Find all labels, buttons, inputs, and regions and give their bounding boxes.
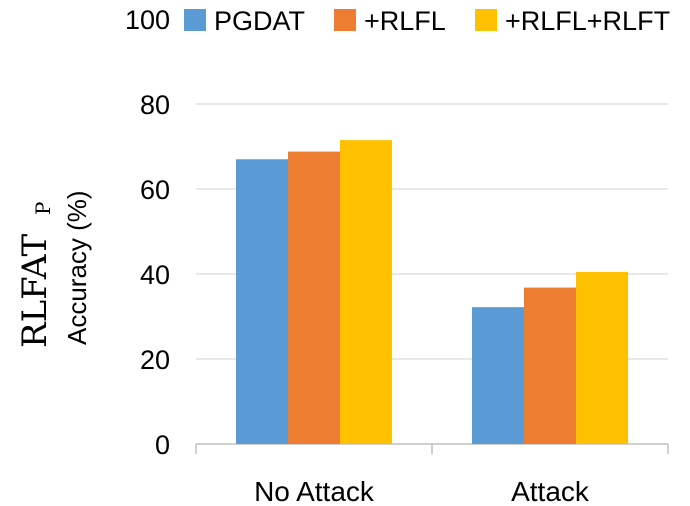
legend-swatch (475, 9, 497, 31)
y-tick-label: 100 (125, 5, 170, 35)
y-tick-label: 0 (155, 430, 170, 460)
legend-label: +RLFL (364, 6, 446, 36)
y-tick-label: 60 (140, 175, 170, 205)
y-tick-label: 40 (140, 260, 170, 290)
y-tick-label: 80 (140, 90, 170, 120)
bar-rlfl-rlft-no-attack (340, 140, 392, 444)
y-axis-label: RLFAT P Accuracy (%) (15, 190, 92, 348)
legend: PGDAT +RLFL +RLFL+RLFT (184, 6, 670, 36)
x-category-label: Attack (511, 476, 590, 506)
x-axis-categories: No Attack Attack (254, 476, 590, 506)
bar-pgdat-no-attack (236, 159, 288, 444)
legend-label: +RLFL+RLFT (505, 6, 670, 36)
bar-pgdat-attack (472, 307, 524, 444)
y-tick-label: 20 (140, 345, 170, 375)
legend-label: PGDAT (214, 6, 305, 36)
legend-swatch (184, 9, 206, 31)
bar-rlfl-attack (524, 287, 576, 444)
y-axis-label-line2: Accuracy (%) (62, 190, 92, 345)
y-axis-ticks: 0 20 40 60 80 100 (125, 5, 170, 460)
x-category-label: No Attack (254, 476, 375, 506)
bar-rlfl-no-attack (288, 151, 340, 444)
y-axis-label-main: RLFAT (15, 233, 55, 348)
bars (236, 140, 628, 444)
y-axis-label-subscript: P (31, 202, 55, 215)
legend-swatch (334, 9, 356, 31)
bar-rlfl-rlft-attack (576, 271, 628, 444)
